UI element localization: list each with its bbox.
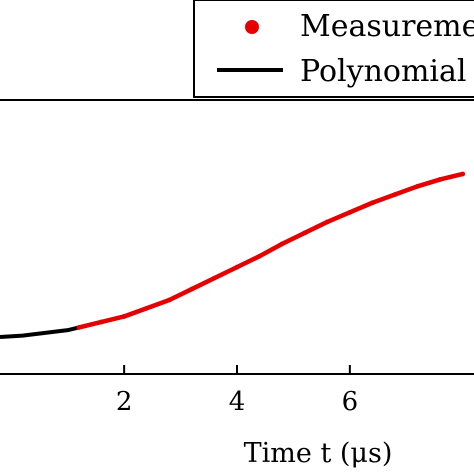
measurement-point — [302, 230, 308, 236]
measurement-point — [370, 200, 375, 206]
measurement-point — [121, 314, 127, 319]
x-axis-label: Time t (μs) — [244, 438, 393, 469]
measurement-point — [189, 286, 195, 292]
measurement-point — [392, 192, 398, 197]
measurement-point — [144, 305, 150, 311]
legend-label-measurement: Measureme — [300, 9, 474, 44]
x-tick-label: 6 — [342, 387, 359, 417]
plot-area — [0, 99, 474, 375]
x-axis-ticks: 2 4 6 — [116, 365, 358, 417]
series-trace-measurement — [78, 171, 464, 330]
measurement-point — [460, 171, 466, 177]
measurement-point — [234, 264, 240, 270]
legend-marker-measurement — [245, 20, 259, 34]
legend: Measureme Polynomial — [193, 0, 474, 98]
x-tick-label: 4 — [229, 387, 246, 417]
measurement-point — [324, 219, 330, 225]
legend-box — [193, 0, 474, 98]
measurement-point — [279, 241, 285, 247]
measurement-point — [257, 253, 262, 259]
legend-label-polynomial: Polynomial — [300, 54, 466, 89]
measurement-point — [437, 177, 443, 182]
measurement-point — [166, 297, 172, 303]
measurement-point — [347, 209, 353, 215]
measurement-point — [415, 183, 420, 189]
measurement-point — [99, 319, 104, 325]
x-tick-label: 2 — [116, 387, 133, 417]
measurement-point — [76, 325, 82, 330]
measurement-point — [212, 275, 217, 281]
